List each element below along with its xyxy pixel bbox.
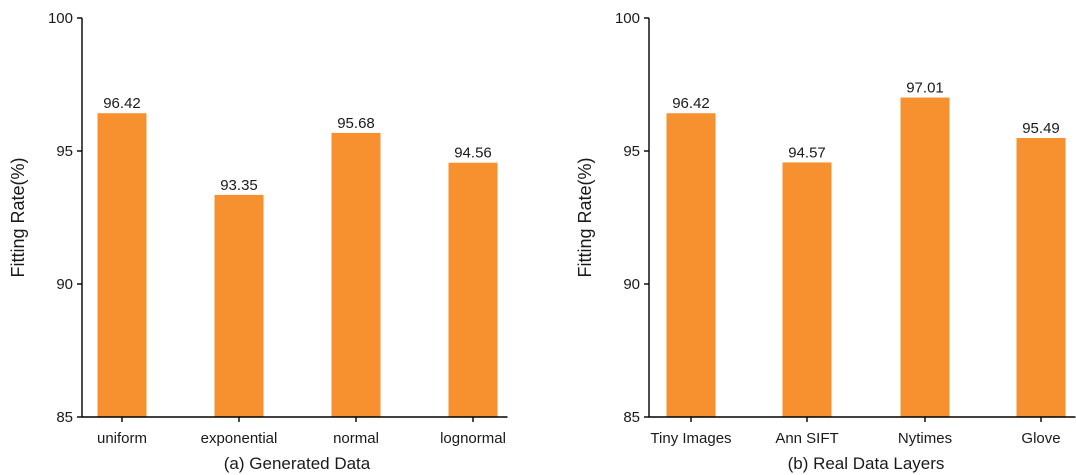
bar-ann-sift [782,162,832,417]
y-tick-label: 95 [56,143,73,160]
bar-value-label: 96.42 [672,95,710,112]
x-tick-label: Glove [1021,430,1060,447]
x-tick-label: Tiny Images [650,430,731,447]
bar-normal [331,132,381,418]
bar-nytimes [900,97,950,417]
bar-glove [1016,137,1066,417]
bar-uniform [97,113,147,417]
bar-value-label: 96.42 [103,95,141,112]
y-tick-label: 95 [623,143,640,160]
y-tick-label: 90 [623,276,640,293]
y-tick-label: 85 [56,409,73,426]
bar-value-label: 95.68 [337,115,375,132]
bar-exponential [214,194,264,417]
bar-lognormal [448,162,498,417]
x-tick-label: Nytimes [898,430,952,447]
bar-value-label: 94.56 [454,145,492,162]
bar-value-label: 97.01 [906,80,944,97]
y-tick-label: 100 [48,10,73,27]
y-tick-label: 100 [615,10,640,27]
chart-panel-generated-data: 96.42 93.35 95.68 94.56 85 90 95 100 uniform expo… [8,10,508,473]
y-axis-title: Fitting Rate(%) [575,157,595,277]
x-tick-label: normal [333,430,379,447]
bar-value-label: 93.35 [220,177,258,194]
panel-caption: (a) Generated Data [224,454,371,473]
x-tick-label: Ann SIFT [775,430,838,447]
chart-panel-real-data-layers: 96.42 94.57 97.01 95.49 85 90 95 100 Tiny Images… [575,10,1076,473]
x-tick-label: uniform [97,430,147,447]
x-tick-label: exponential [201,430,278,447]
y-axis-title: Fitting Rate(%) [8,157,28,277]
panel-caption: (b) Real Data Layers [788,454,945,473]
y-tick-label: 85 [623,409,640,426]
bar-value-label: 94.57 [788,144,826,161]
x-tick-label: lognormal [440,430,506,447]
bar-tiny-images [666,113,716,417]
y-tick-label: 90 [56,276,73,293]
bar-value-label: 95.49 [1022,120,1060,137]
